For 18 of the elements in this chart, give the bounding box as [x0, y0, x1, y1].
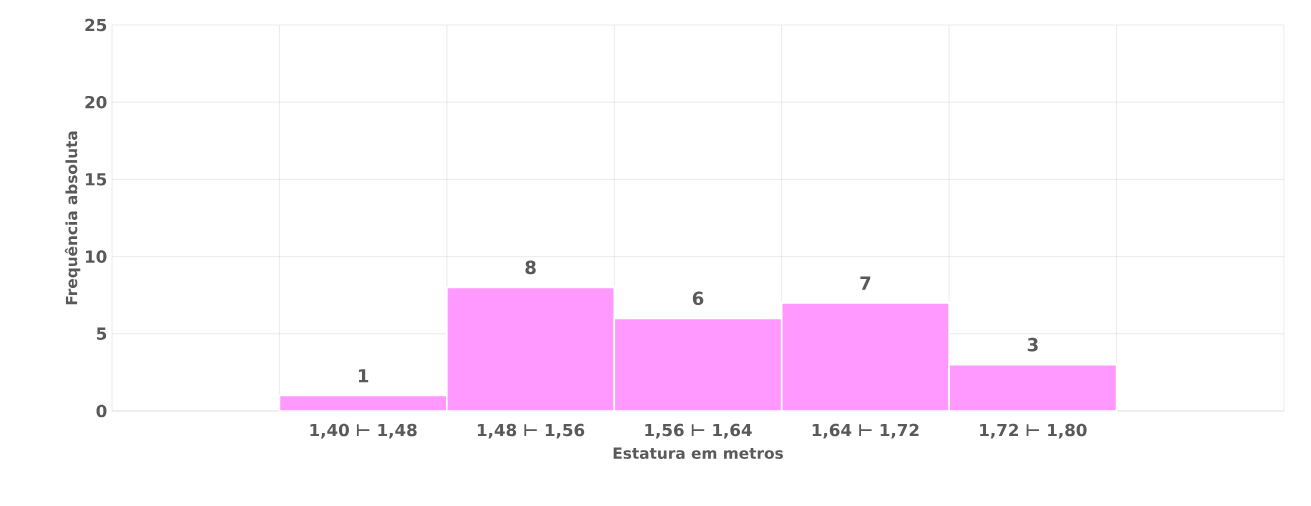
data-label: 1 [358, 369, 369, 383]
data-label: 3 [1027, 337, 1038, 352]
x-axis-title: Estatura em metros [613, 447, 783, 459]
data-label: 8 [525, 260, 536, 275]
x-tick-label: 1,48 ⊢ 1,56 [477, 423, 585, 439]
y-axis-title: Frequência absoluta [64, 131, 81, 305]
y-tick-label: 0 [96, 404, 107, 418]
y-tick-label: 5 [96, 327, 107, 340]
data-label: 7 [860, 276, 871, 290]
y-tick-label: 25 [85, 18, 107, 32]
y-tick-label: 20 [85, 95, 107, 109]
data-label: 6 [692, 291, 704, 306]
x-tick-label: 1,72 ⊢ 1,80 [980, 423, 1087, 439]
y-tick-label: 15 [85, 173, 107, 186]
x-tick-label: 1,56 ⊢ 1,64 [645, 423, 752, 439]
x-tick-label: 1,40 ⊢ 1,48 [310, 423, 417, 439]
y-tick-label: 10 [85, 250, 107, 263]
x-tick-label: 1,64 ⊢ 1,72 [812, 423, 919, 439]
